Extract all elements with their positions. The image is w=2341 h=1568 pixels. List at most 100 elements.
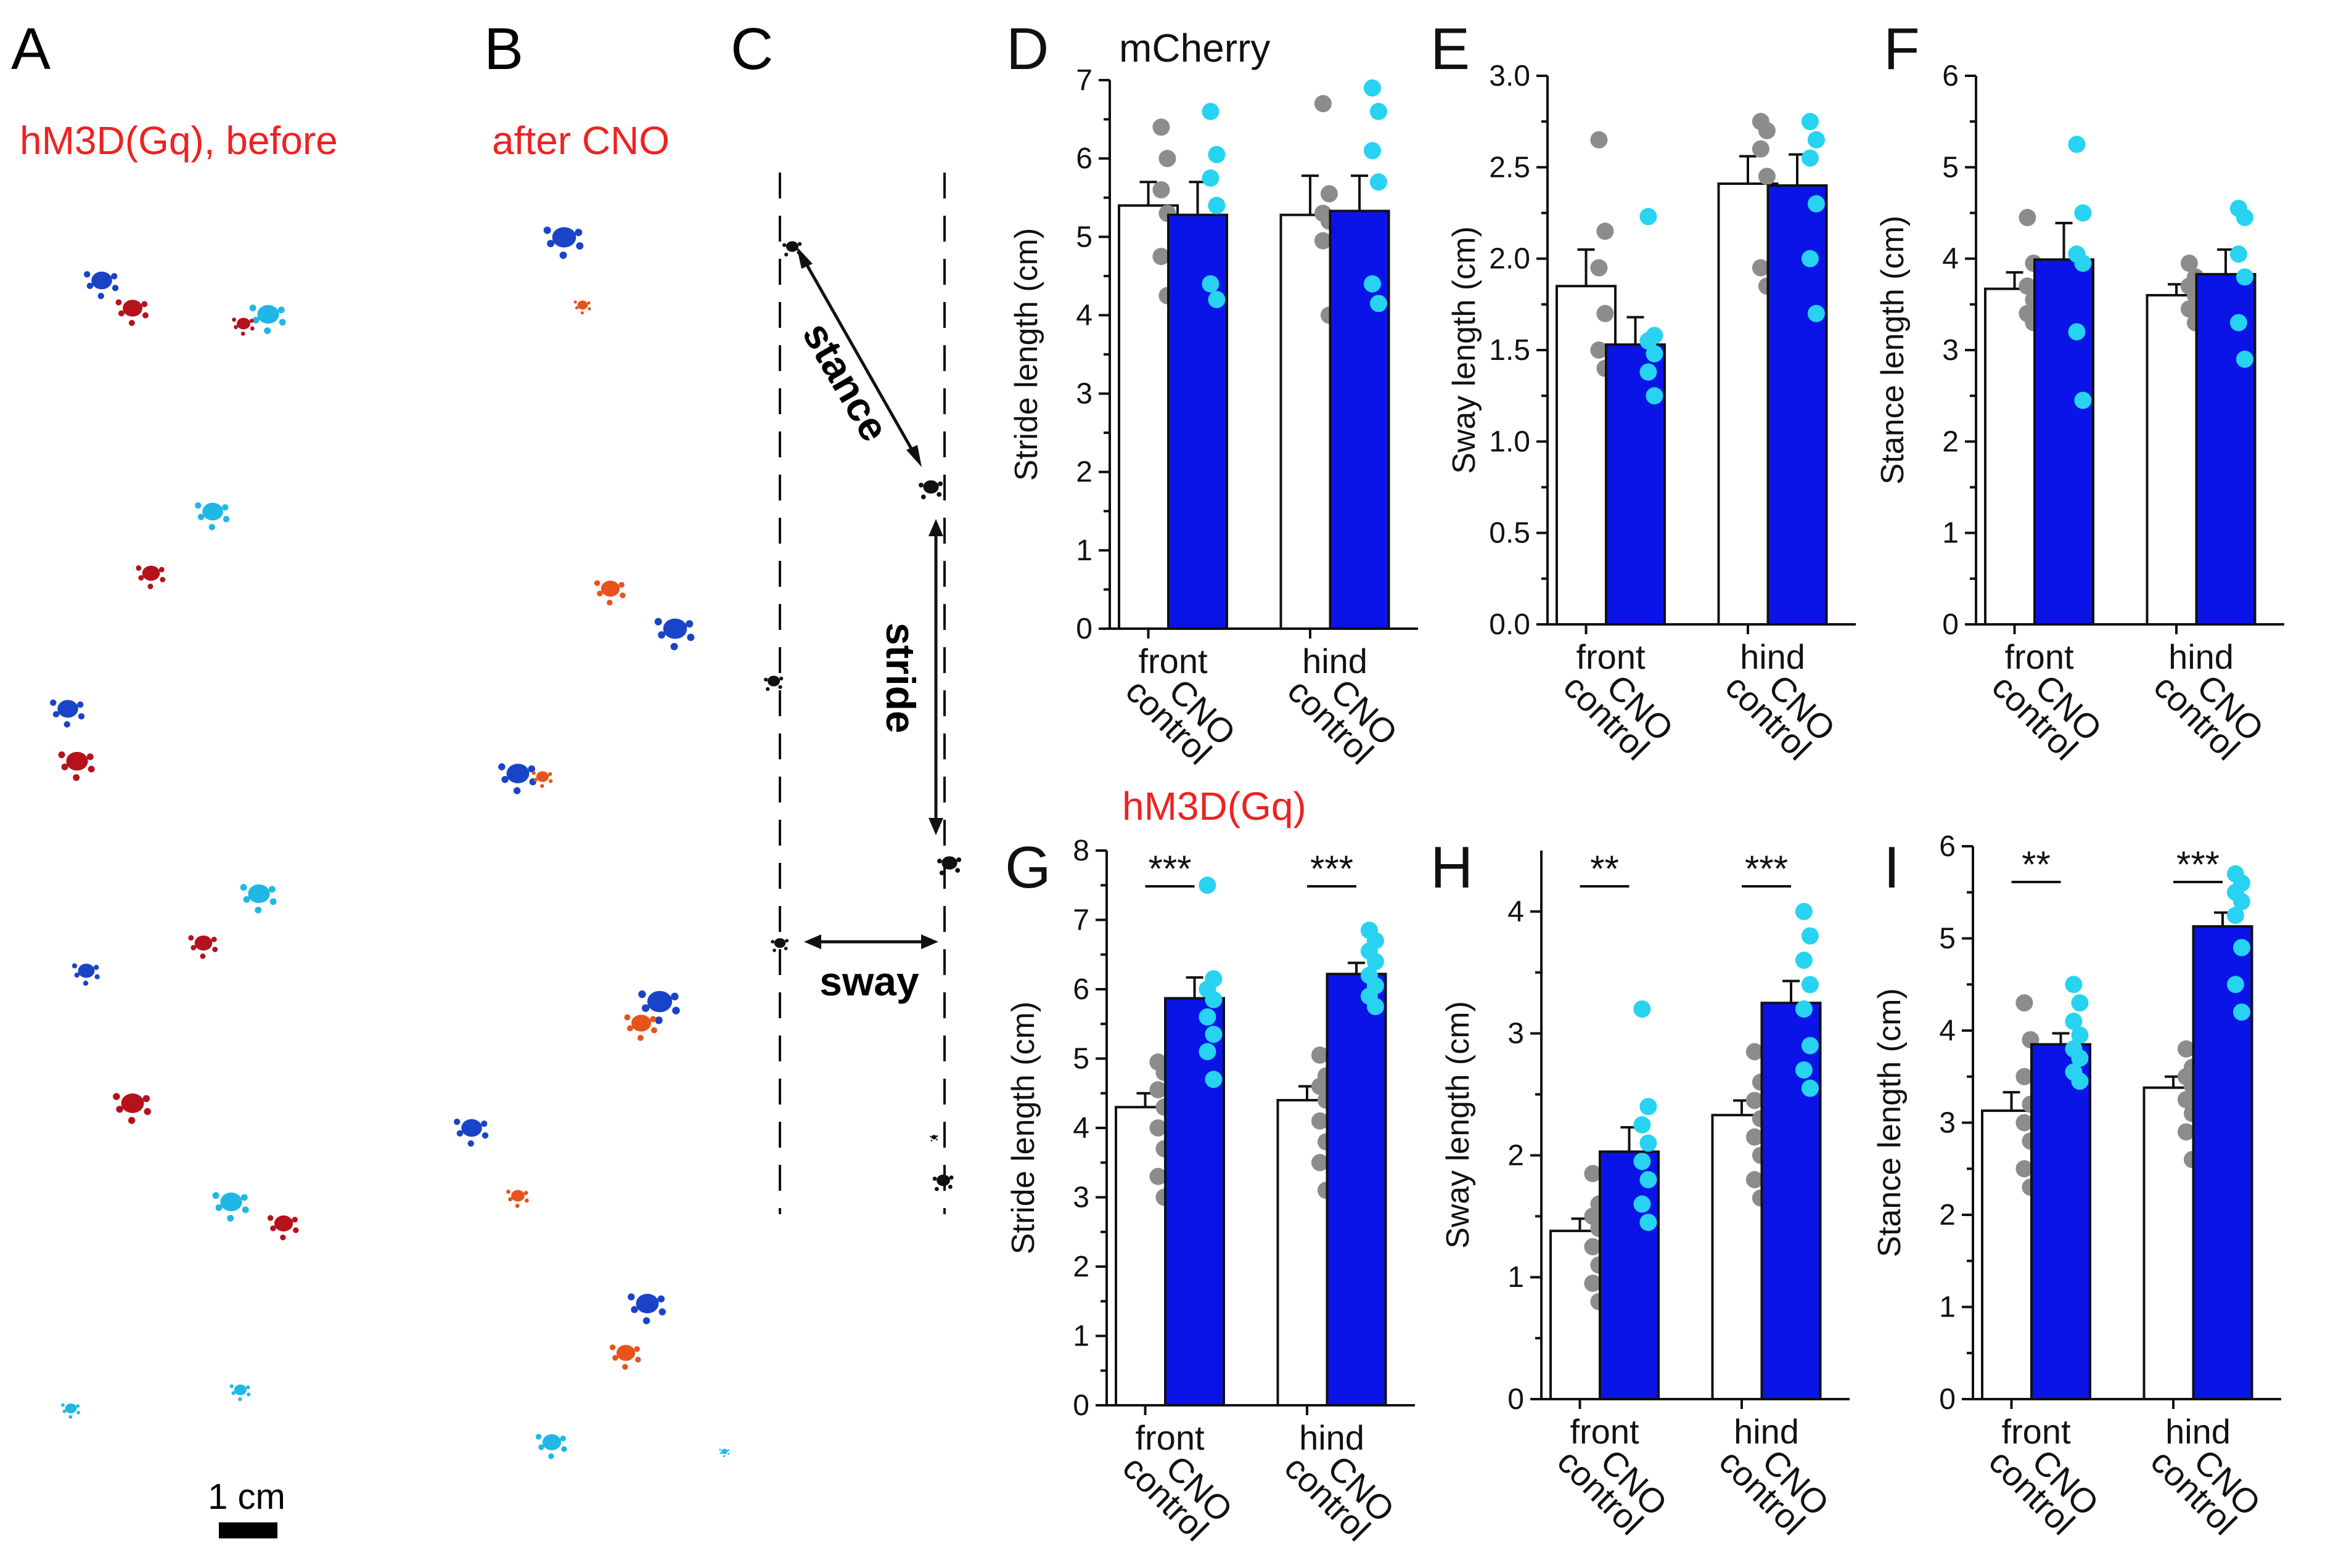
y-tick-label: 0 (1939, 1383, 1956, 1416)
y-tick-label: 2.0 (1489, 243, 1530, 276)
paw-print (654, 618, 695, 651)
data-point (1199, 876, 1216, 894)
data-point (1149, 1119, 1167, 1137)
stance-arrow-head-top (797, 247, 813, 269)
y-tick-label: 1 (1507, 1261, 1524, 1294)
data-point (2232, 1003, 2250, 1021)
paw-prints-before (50, 271, 299, 1419)
y-tick-label: 6 (1076, 142, 1093, 175)
data-point (1199, 1008, 1216, 1026)
schematic-footprint (771, 938, 789, 952)
data-point (1807, 131, 1825, 149)
significance-marker: ** (1590, 848, 1619, 889)
y-axis-label: Stance length (cm) (1875, 216, 1911, 484)
data-point (1801, 976, 1819, 994)
data-point (1149, 1081, 1167, 1099)
panel-e: E 0.0 0.5 1.0 1.5 2.0 2.5 3.0 Sway length (cm) fr… (1430, 16, 1856, 767)
schematic-footprint (919, 480, 943, 500)
panel-letter: I (1884, 835, 1900, 900)
data-point (1745, 1128, 1763, 1146)
data-point (1311, 1112, 1329, 1130)
scalebar (219, 1522, 277, 1538)
data-point (1363, 275, 1381, 293)
data-point (2015, 994, 2033, 1012)
y-tick-label: 1.0 (1489, 425, 1530, 458)
schematic-footprint (932, 1174, 954, 1191)
data-point (1646, 345, 1663, 362)
y-tick-label: 2 (1942, 425, 1959, 458)
paw-print (188, 935, 218, 959)
y-tick-label: 3 (1507, 1018, 1524, 1050)
data-point (2236, 208, 2253, 226)
y-tick-label: 1 (1939, 1291, 1956, 1324)
data-point (2071, 1026, 2089, 1044)
data-point (1590, 259, 1608, 277)
data-point (1795, 1000, 1813, 1018)
paw-print (229, 1384, 251, 1402)
y-tick-label: 0 (1073, 1389, 1089, 1422)
significance-marker: *** (1310, 848, 1353, 889)
data-point (2232, 939, 2250, 957)
data-point (2180, 300, 2198, 318)
bar-hind-cno (1326, 973, 1387, 1407)
paw-print (535, 1434, 567, 1460)
data-point (1758, 168, 1776, 186)
y-tick-label: 3 (1942, 334, 1959, 367)
group-label: front (1138, 642, 1207, 680)
y-axis-label: Sway length (cm) (1446, 226, 1482, 474)
data-point (1752, 259, 1769, 277)
paw-print (624, 1014, 657, 1041)
data-point (2015, 1114, 2033, 1132)
data-point (2071, 1049, 2089, 1067)
data-point (1314, 232, 1332, 250)
data-point (2236, 350, 2253, 368)
data-point (1745, 1171, 1763, 1188)
panel-letter: D (1006, 16, 1049, 82)
y-tick-label: 1 (1076, 534, 1093, 567)
data-point (1314, 95, 1332, 113)
data-point (1801, 149, 1819, 167)
y-tick-label: 5 (1939, 923, 1956, 955)
data-point (1584, 1275, 1602, 1292)
data-point (1596, 304, 1614, 322)
data-point (2177, 1123, 2195, 1141)
bar-front-cno (1164, 997, 1225, 1407)
stance-arrow-head-bottom (906, 445, 922, 467)
data-point (2177, 1091, 2195, 1109)
data-point (1745, 1092, 1763, 1109)
sway-arrow-head-right (921, 934, 938, 949)
y-axis-label: Stride length (cm) (1006, 1002, 1041, 1254)
y-axis-label: Stance length (cm) (1872, 988, 1908, 1257)
data-point (1369, 295, 1387, 312)
data-point (1639, 208, 1657, 226)
y-tick-label: 8 (1073, 835, 1089, 867)
data-point (1152, 181, 1170, 198)
y-tick-label: 2 (1939, 1199, 1956, 1231)
data-point (1369, 173, 1387, 191)
group-label: front (1135, 1418, 1204, 1457)
significance-marker: *** (1148, 848, 1191, 889)
y-tick-label: 6 (1942, 60, 1959, 92)
y-tick-label: 1 (1073, 1320, 1089, 1353)
data-point (1795, 1061, 1813, 1079)
data-point (1152, 248, 1170, 266)
data-point (1590, 131, 1608, 149)
data-point (1807, 195, 1825, 213)
group-label: hind (2168, 637, 2234, 676)
panel-c-letter: C (731, 16, 773, 82)
panel-b-title: after CNO (492, 118, 670, 163)
data-point (1311, 1077, 1329, 1095)
y-tick-label: 1 (1942, 517, 1959, 550)
sway-arrow-head-left (804, 934, 821, 949)
data-point (1363, 142, 1381, 160)
data-point (1205, 1071, 1223, 1088)
data-point (1158, 150, 1176, 168)
data-point (2177, 1040, 2195, 1058)
panel-a-letter: A (11, 16, 51, 82)
data-point (1202, 102, 1220, 120)
group-label: front (2001, 1412, 2070, 1451)
y-tick-label: 4 (1939, 1015, 1956, 1047)
paw-print (498, 763, 536, 794)
y-tick-label: 6 (1939, 830, 1956, 863)
